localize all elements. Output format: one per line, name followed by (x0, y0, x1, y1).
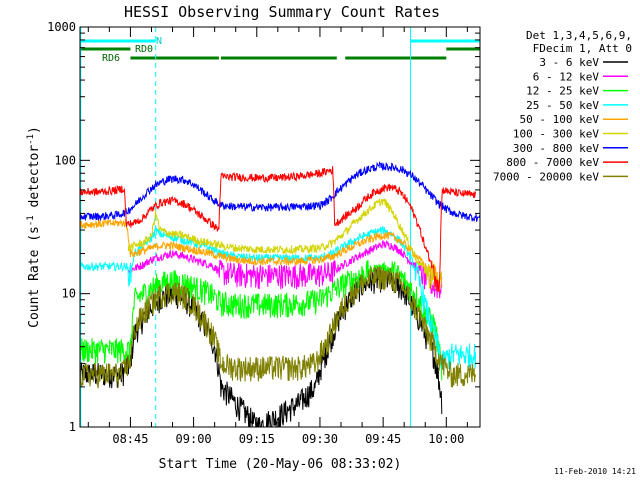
legend-label: 3 - 6 keV (539, 56, 599, 69)
y-axis-label-part3: ) (27, 126, 42, 134)
rd6-flag-label: RD6 (102, 53, 120, 64)
series-line-25-50-kev (79, 226, 477, 372)
series-line-50-100-kev (79, 218, 443, 292)
x-axis-label: Start Time (20-May-06 08:33:02) (159, 457, 402, 472)
plot-frame (79, 26, 481, 428)
legend-label: 12 - 25 keV (526, 85, 599, 98)
legend-label: 7000 - 20000 keV (493, 170, 599, 183)
legend-label: 6 - 12 keV (533, 70, 600, 83)
x-tick-label: 08:45 (112, 432, 148, 446)
series-line-800-7000-kev (79, 166, 477, 293)
x-tick-label: 10:00 (428, 432, 464, 446)
rd0-flag-label: RD0 (135, 44, 153, 55)
y-tick-label: 1 (69, 420, 76, 434)
y-axis-label-sup1: -1 (26, 215, 36, 226)
legend-label: 300 - 800 keV (513, 142, 599, 155)
legend-label: 25 - 50 keV (526, 99, 599, 112)
legend: Det 1,3,4,5,6,9, FDecim 1, Att 0 3 - 6 k… (493, 29, 632, 183)
x-tick-label: 09:00 (176, 432, 212, 446)
series-line-100-300-kev (127, 197, 443, 292)
y-tick-label: 100 (54, 153, 76, 167)
y-axis: 1 10 100 1000 (47, 20, 480, 434)
x-tick-label: 09:45 (365, 432, 401, 446)
flag-bars (80, 39, 480, 60)
series-line-7000-20000-kev (79, 265, 477, 389)
legend-label: 100 - 300 keV (513, 128, 599, 141)
y-axis-label-sup2: -1 (26, 134, 36, 145)
series-line-3-6-kev (79, 266, 443, 428)
x-tick-label: 09:30 (302, 432, 338, 446)
series-line-300-800-kev (79, 161, 481, 222)
y-axis-label-part1: Count Rate (s (27, 226, 42, 328)
y-axis-label-part2: detector (27, 145, 42, 216)
saa-flag-label: N (156, 36, 162, 47)
x-tick-label: 09:15 (239, 432, 275, 446)
legend-label: 50 - 100 keV (520, 113, 600, 126)
y-axis-label: Count Rate (s-1 detector-1) (26, 126, 42, 328)
legend-header-line1: Det 1,3,4,5,6,9, (526, 29, 632, 42)
y-tick-label: 1000 (47, 20, 76, 34)
legend-header-line2: FDecim 1, Att 0 (533, 42, 632, 55)
series-lines (79, 161, 481, 428)
x-axis: 08:45 09:00 09:15 09:30 09:45 10:00 (87, 27, 468, 446)
series-line-12-25-kev (79, 260, 443, 381)
chart-title: HESSI Observing Summary Count Rates (124, 3, 440, 21)
y-tick-label: 10 (62, 287, 76, 301)
legend-label: 800 - 7000 keV (506, 156, 599, 169)
series-line-6-12-kev (127, 239, 443, 299)
timestamp: 11-Feb-2010 14:21 (554, 467, 636, 476)
